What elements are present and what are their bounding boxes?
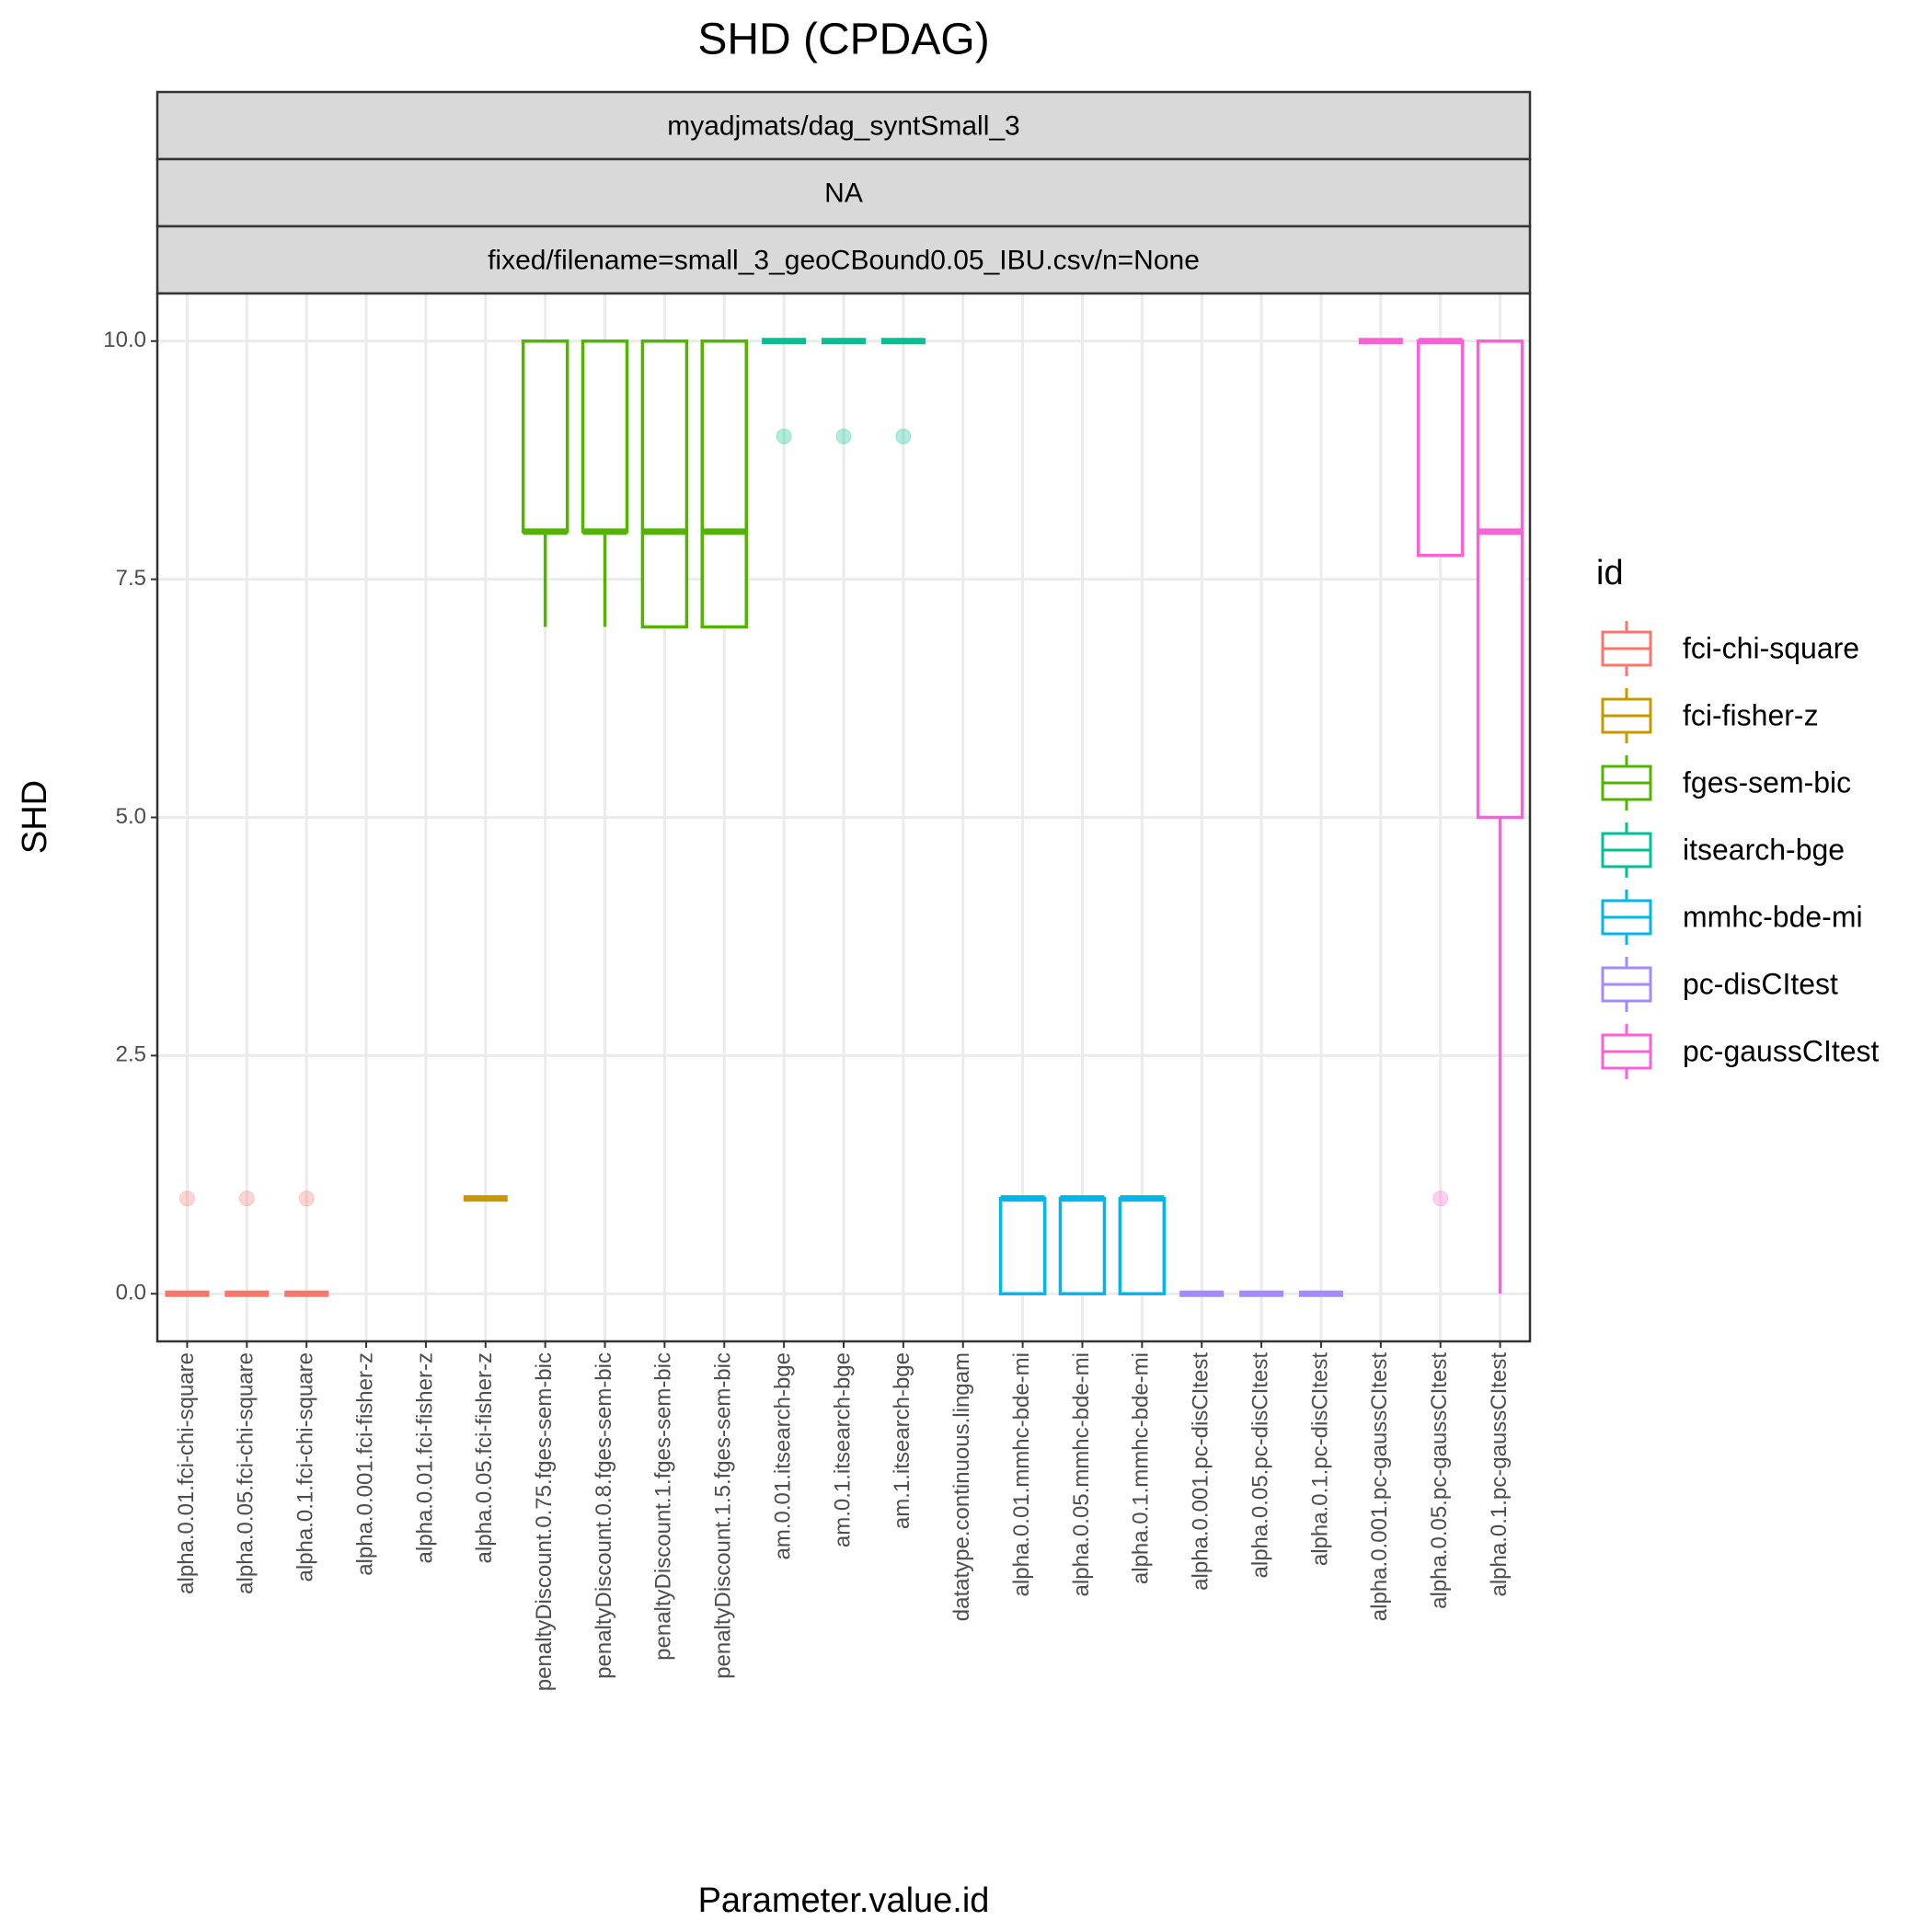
x-tick-label: am.1.itsearch-bge [890,1352,914,1529]
box [998,1196,1047,1295]
y-tick-label: 0.0 [116,1281,146,1305]
x-tick-label: alpha.0.05.fci-chi-square [234,1352,259,1594]
x-tick-label: am.0.01.itsearch-bge [770,1352,795,1559]
x-tick-label: alpha.0.1.fci-chi-square [293,1352,318,1581]
outlier [1432,1190,1449,1207]
box [640,339,689,629]
box [1058,1196,1107,1295]
x-tick-label: alpha.0.01.fci-fisher-z [412,1352,437,1563]
x-tick-label: alpha.0.05.mmhc-bde-mi [1069,1352,1094,1596]
outlier [238,1190,255,1207]
box [700,339,749,629]
x-tick-label: alpha.0.001.fci-fisher-z [352,1352,377,1576]
x-tick-label: alpha.0.001.pc-gaussCItest [1367,1352,1392,1622]
x-tick-label: alpha.0.05.pc-gaussCItest [1427,1352,1452,1609]
x-tick-label: alpha.0.1.pc-disCItest [1307,1352,1332,1566]
legend-label: fci-fisher-z [1683,698,1819,731]
x-tick-label: alpha.0.01.fci-chi-square [174,1352,199,1594]
legend-label: mmhc-bde-mi [1683,900,1863,933]
strip-label: NA [824,178,863,208]
strip-label: myadjmats/dag_syntSmall_3 [667,110,1020,141]
x-tick-label: alpha.0.01.mmhc-bde-mi [1009,1352,1034,1596]
x-axis-title: Parameter.value.id [698,1881,990,1920]
legend-label: fci-chi-square [1683,631,1859,664]
strip [155,90,1532,161]
strip [155,224,1532,295]
box [1416,339,1465,558]
box [581,339,629,534]
outlier [895,428,912,444]
chart-title: SHD (CPDAG) [697,16,989,64]
y-tick-label: 2.5 [116,1042,146,1067]
outlier [298,1190,315,1207]
legend-label: itsearch-bge [1683,833,1845,866]
legend-label: pc-disCItest [1683,967,1838,1000]
x-tick-label: am.0.1.itsearch-bge [830,1352,855,1547]
y-tick-label: 5.0 [116,804,146,829]
y-tick-label: 7.5 [116,566,146,591]
outlier [835,428,852,444]
x-tick-label: datatype.continuous.lingam [949,1352,974,1621]
strip [155,157,1532,228]
x-tick-label: penaltyDiscount.0.8.fges-sem-bic [592,1352,616,1679]
x-tick-label: penaltyDiscount.1.5.fges-sem-bic [711,1352,736,1679]
legend-label: fges-sem-bic [1683,765,1851,799]
x-tick-label: alpha.0.1.pc-gaussCItest [1487,1352,1512,1597]
box [1476,339,1524,820]
strip-label: fixed/filename=small_3_geoCBound0.05_IBU… [488,245,1200,275]
outlier [776,428,792,444]
x-tick-label: alpha.0.05.pc-disCItest [1248,1352,1272,1579]
outlier [178,1190,195,1207]
x-tick-label: penaltyDiscount.1.fges-sem-bic [651,1352,676,1661]
y-tick-label: 10.0 [103,328,146,352]
x-tick-label: penaltyDiscount.0.75.fges-sem-bic [532,1352,557,1691]
x-tick-label: alpha.0.001.pc-disCItest [1189,1352,1213,1591]
panel-border [155,292,1532,1343]
box [1118,1196,1167,1295]
legend-title: id [1596,554,1624,592]
box [521,339,569,534]
legend-label: pc-gaussCItest [1683,1034,1880,1067]
x-tick-label: alpha.0.05.fci-fisher-z [472,1352,497,1563]
y-axis-title: SHD [16,780,54,854]
x-tick-label: alpha.0.1.mmhc-bde-mi [1129,1352,1154,1584]
